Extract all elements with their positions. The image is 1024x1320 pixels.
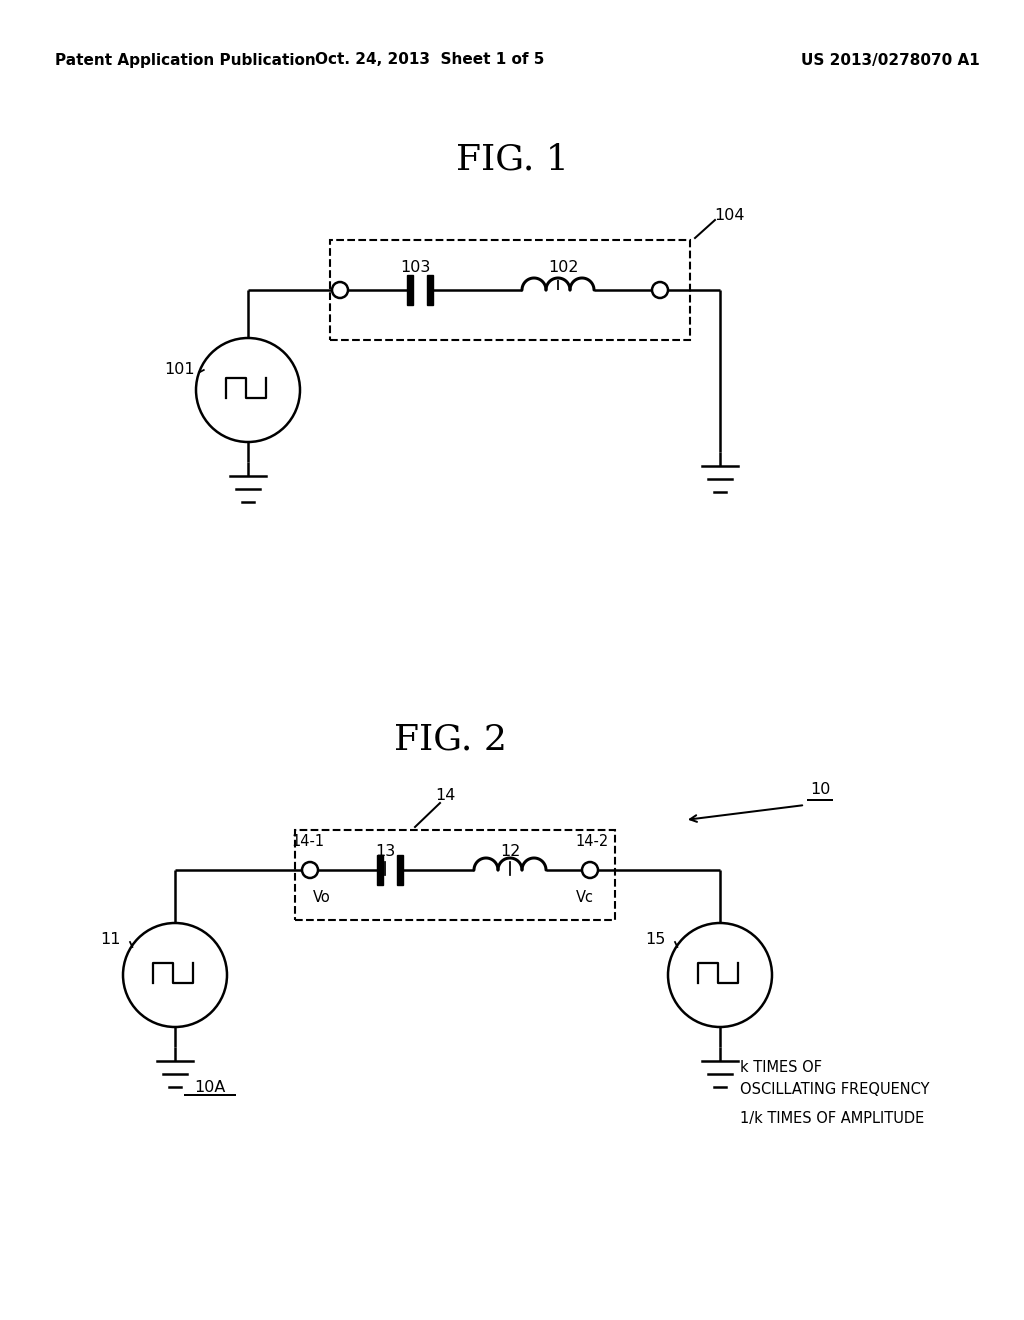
Bar [427,275,433,305]
Bar [295,830,615,920]
Text: 14: 14 [435,788,456,803]
Text: 14-1: 14-1 [292,834,325,850]
Bar [330,240,690,341]
Text: FIG. 2: FIG. 2 [393,723,507,756]
Text: 15: 15 [645,932,666,948]
Text: 13: 13 [375,845,395,859]
Text: k TIMES OF: k TIMES OF [740,1060,822,1074]
Text: 102: 102 [548,260,579,276]
Text: 103: 103 [399,260,430,276]
Bar [377,855,383,884]
Text: 1/k TIMES OF AMPLITUDE: 1/k TIMES OF AMPLITUDE [740,1111,925,1126]
Circle shape [582,862,598,878]
Text: 14-2: 14-2 [575,834,608,850]
Circle shape [302,862,318,878]
Text: Vc: Vc [575,891,594,906]
Text: OSCILLATING FREQUENCY: OSCILLATING FREQUENCY [740,1081,930,1097]
Text: US 2013/0278070 A1: US 2013/0278070 A1 [801,53,980,67]
Text: 11: 11 [99,932,120,948]
Circle shape [332,282,348,298]
Text: FIG. 1: FIG. 1 [456,143,568,177]
Bar [407,275,413,305]
Text: Vo: Vo [313,891,331,906]
Bar [397,855,403,884]
Text: 10A: 10A [195,1080,225,1094]
Text: 104: 104 [715,207,745,223]
Text: 10: 10 [810,783,830,797]
Text: 12: 12 [500,845,520,859]
Text: Patent Application Publication: Patent Application Publication [55,53,315,67]
Text: 101: 101 [165,363,196,378]
Circle shape [652,282,668,298]
Text: Oct. 24, 2013  Sheet 1 of 5: Oct. 24, 2013 Sheet 1 of 5 [315,53,545,67]
